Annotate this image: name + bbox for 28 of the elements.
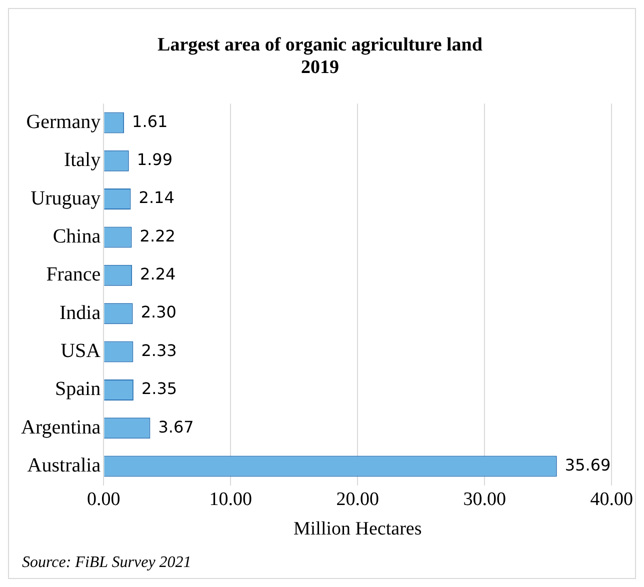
y-tick-label: USA bbox=[60, 340, 102, 362]
x-tick-label: 30.00 bbox=[463, 488, 506, 510]
y-tick-label: India bbox=[60, 302, 101, 324]
y-tick-label: China bbox=[52, 225, 101, 248]
source-note: Source: FiBL Survey 2021 bbox=[22, 554, 192, 572]
data-label: 2.30 bbox=[140, 302, 176, 322]
y-tick-label: Argentina bbox=[21, 416, 101, 438]
y-tick-label: Uruguay bbox=[30, 187, 101, 210]
data-label: 3.67 bbox=[158, 417, 194, 436]
y-tick-label: Italy bbox=[64, 149, 101, 172]
x-tick-label: 40.00 bbox=[590, 488, 633, 510]
x-axis-title: Million Hectares bbox=[294, 518, 422, 540]
y-tick-label: Spain bbox=[55, 378, 101, 400]
x-tick-label: 10.00 bbox=[209, 488, 252, 510]
data-label: 1.61 bbox=[132, 112, 168, 131]
data-label: 2.24 bbox=[140, 264, 176, 284]
data-label: 2.35 bbox=[141, 379, 178, 398]
data-label: 2.33 bbox=[141, 340, 177, 360]
x-tick-label: 20.00 bbox=[336, 488, 379, 510]
data-label: 1.99 bbox=[136, 150, 173, 170]
y-tick-label: France bbox=[46, 264, 101, 286]
data-label: 2.22 bbox=[140, 226, 176, 246]
y-tick-label: Australia bbox=[27, 454, 101, 477]
y-tick-label: Germany bbox=[26, 110, 101, 133]
x-tick-label: 0.00 bbox=[86, 488, 120, 510]
chart-title: Largest area of organic agriculture land 2019 bbox=[158, 34, 483, 78]
data-label: 2.14 bbox=[138, 188, 174, 208]
data-label: 35.69 bbox=[564, 455, 611, 474]
